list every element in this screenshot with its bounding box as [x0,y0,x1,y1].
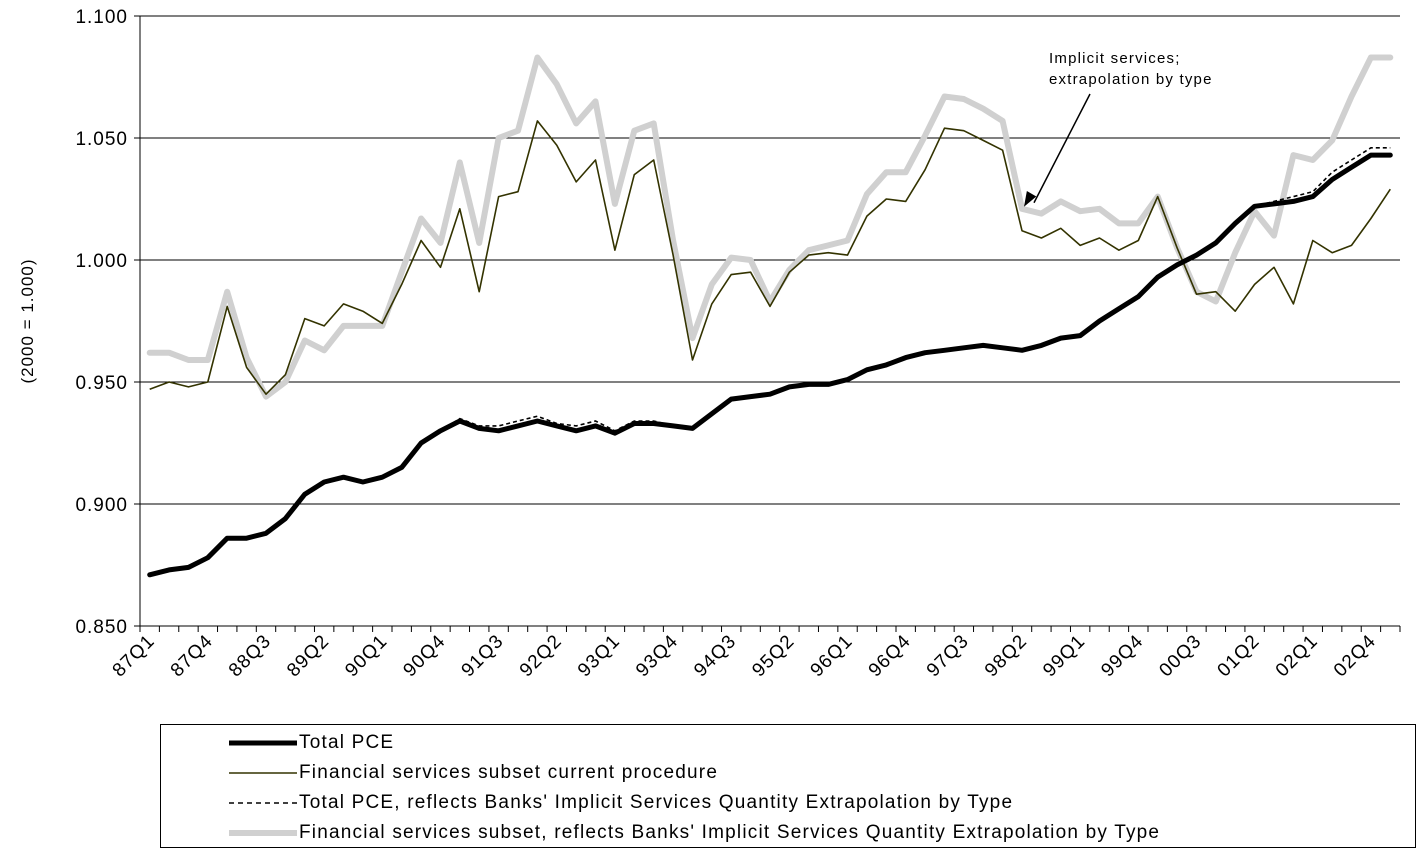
legend-label: Total PCE, reflects Banks' Implicit Serv… [299,792,1014,813]
x-tick-label: 02Q4 [1330,631,1381,682]
series-line-3 [146,54,1394,400]
annotation-text: extrapolation by type [1049,71,1213,88]
series-line-0 [147,152,1393,578]
legend-label: Financial services subset, reflects Bank… [299,822,1161,843]
x-tick-label: 87Q4 [167,631,218,682]
x-tick-label: 95Q2 [748,631,799,682]
x-axis-ticks: 87Q1 87Q4 88Q3 89Q2 90Q1 90Q4 91Q3 92Q2 93Q1 93Q4… [109,626,1401,682]
x-tick-label: 94Q3 [690,631,741,682]
x-tick-label: 97Q3 [923,631,974,682]
series-line-1 [149,120,1391,396]
x-tick-label: 88Q3 [225,631,276,682]
legend-swatch [229,798,297,808]
x-tick-label: 99Q1 [1039,631,1090,682]
x-tick-label: 99Q4 [1097,631,1148,682]
x-tick-label: 89Q2 [283,631,334,682]
legend-swatch [229,768,297,778]
legend-swatch [229,738,297,748]
y-axis-ticks: 0.850 0.900 0.950 1.000 1.050 1.100 [75,7,140,638]
annotation-arrow [1033,93,1091,204]
y-tick-label: 1.100 [75,7,128,28]
annotation: Implicit services; extrapolation by type [1024,50,1213,207]
y-axis-label: (2000 = 1.000) [18,258,37,383]
x-tick-label: 92Q2 [516,631,567,682]
x-tick-label: 01Q2 [1214,631,1265,682]
legend-item-total-pce: Total PCE [229,729,394,757]
annotation-text: Implicit services; [1049,50,1181,67]
x-tick-label: 90Q1 [341,631,392,682]
gridlines [139,15,1400,627]
legend-label: Financial services subset current proced… [299,762,719,783]
x-tick-label: 00Q3 [1155,631,1206,682]
x-tick-label: 98Q2 [981,631,1032,682]
y-tick-label: 0.950 [75,373,128,394]
series-line-2 [149,147,1391,576]
y-tick-label: 0.850 [75,617,128,638]
legend-swatch [229,828,297,838]
x-tick-label: 93Q1 [574,631,625,682]
y-tick-label: 1.050 [75,129,128,150]
x-tick-label: 87Q1 [109,631,160,682]
legend-label: Total PCE [299,732,395,753]
x-tick-label: 90Q4 [399,631,450,682]
x-tick-label: 96Q4 [865,631,916,682]
legend-item-financial-extrapolation: Financial services subset, reflects Bank… [229,819,1160,847]
series-lines [146,54,1394,578]
legend-item-financial-current: Financial services subset current proced… [229,759,718,787]
annotation-arrowhead [1024,191,1037,207]
legend-item-total-pce-extrapolation: Total PCE, reflects Banks' Implicit Serv… [229,789,1013,817]
y-tick-label: 0.900 [75,495,128,516]
y-tick-label: 1.000 [75,251,128,272]
x-tick-label: 91Q3 [458,631,509,682]
x-tick-label: 93Q4 [632,631,683,682]
x-tick-label: 02Q1 [1272,631,1323,682]
legend: Total PCE Financial services subset curr… [160,724,1416,848]
x-tick-label: 96Q1 [807,631,858,682]
